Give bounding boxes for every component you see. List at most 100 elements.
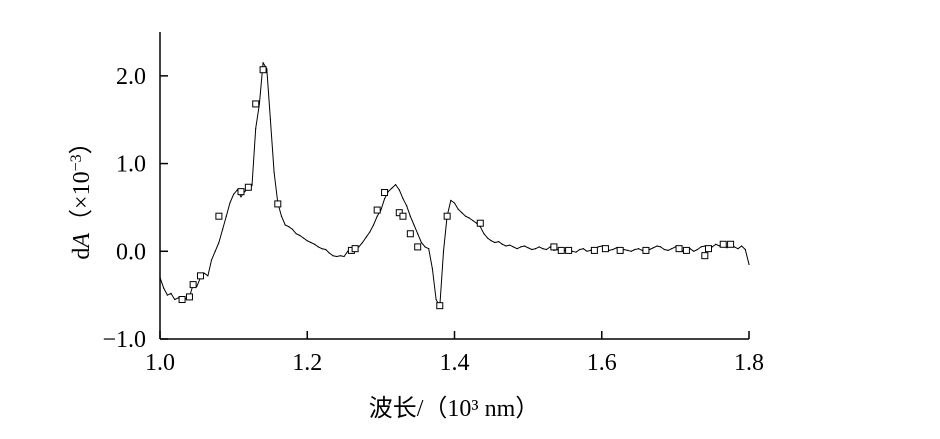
square-marker	[381, 189, 389, 197]
square-marker	[642, 246, 650, 254]
square-marker	[675, 245, 683, 253]
data-point	[542, 248, 544, 250]
data-point	[210, 259, 213, 261]
x-tick-label: 1.4	[440, 350, 470, 376]
data-point	[365, 236, 367, 238]
data-point	[372, 224, 375, 226]
data-point	[240, 196, 242, 198]
square-marker	[399, 212, 407, 220]
x-tick-label: 1.0	[145, 350, 175, 376]
data-point	[291, 228, 294, 230]
square-marker	[476, 219, 484, 227]
y-tick-label: −1.0	[102, 327, 146, 353]
square-marker	[705, 245, 713, 253]
data-point	[317, 246, 319, 248]
y-axis-title: dA（×10−3）	[68, 130, 96, 259]
data-point	[166, 294, 168, 296]
data-point	[332, 255, 334, 257]
data-point	[406, 205, 408, 207]
x-axis-title: 波长/（10³ nm）	[369, 395, 540, 422]
square-marker	[215, 212, 223, 220]
square-marker	[414, 243, 422, 251]
data-point	[325, 248, 327, 251]
data-point	[295, 233, 297, 235]
data-point	[527, 247, 529, 249]
square-marker	[395, 209, 403, 217]
data-point	[402, 198, 404, 200]
data-point	[579, 248, 581, 251]
data-point	[288, 226, 290, 228]
square-marker	[719, 240, 727, 248]
data-point	[626, 249, 629, 252]
data-point	[468, 217, 470, 219]
square-marker	[274, 200, 282, 208]
ticks-layer: 1.0 1.2 1.4 1.6 1.8 −1.0 0.0 1.0 2.0	[102, 64, 764, 376]
data-point	[516, 248, 518, 250]
data-point	[221, 228, 224, 230]
x-tick-label: 1.8	[734, 350, 764, 376]
data-point	[391, 187, 393, 189]
data-point	[520, 246, 522, 248]
data-point	[273, 171, 275, 173]
data-point	[383, 198, 386, 200]
y-axis-title-rest: （×10	[69, 171, 95, 233]
data-point	[435, 298, 437, 301]
square-marker	[351, 245, 359, 253]
data-point	[741, 245, 743, 247]
data-point	[545, 248, 548, 251]
data-point	[269, 119, 272, 121]
data-point	[306, 240, 308, 242]
data-point	[501, 243, 503, 245]
square-marker	[259, 66, 267, 74]
square-marker	[590, 246, 598, 254]
data-point	[457, 208, 459, 210]
data-point	[170, 292, 172, 294]
data-point	[395, 184, 397, 186]
data-point	[417, 233, 419, 235]
square-marker	[373, 206, 381, 214]
data-point	[715, 243, 717, 245]
square-marker	[196, 272, 204, 280]
data-point	[225, 215, 227, 217]
data-point	[748, 263, 750, 266]
square-marker	[682, 246, 690, 254]
square-marker	[727, 240, 735, 248]
data-point	[472, 219, 474, 222]
data-point	[207, 275, 209, 277]
data-point	[531, 248, 533, 251]
data-point	[464, 215, 467, 217]
data-point	[637, 248, 640, 250]
data-point	[424, 246, 426, 248]
data-point	[361, 241, 364, 244]
data-point	[700, 246, 702, 248]
square-marker	[178, 296, 186, 304]
square-marker	[406, 230, 414, 238]
data-point	[159, 277, 161, 279]
data-point	[174, 298, 176, 301]
x-tick-label: 1.6	[587, 350, 617, 376]
data-point	[696, 248, 699, 251]
data-point	[461, 212, 463, 214]
square-marker	[185, 293, 193, 301]
data-point	[339, 255, 341, 257]
data-point	[431, 268, 434, 270]
data-point	[336, 255, 338, 258]
data-point	[369, 231, 371, 233]
data-point	[667, 249, 669, 252]
data-point	[490, 240, 492, 242]
y-axis-title-close: ）	[69, 130, 95, 154]
y-axis-title-d: d	[69, 248, 95, 260]
data-point	[299, 234, 301, 237]
y-tick-label: 2.0	[116, 64, 146, 90]
data-point	[582, 248, 584, 250]
data-point	[321, 248, 323, 250]
data-point	[634, 248, 636, 251]
data-point	[630, 250, 632, 252]
data-point	[656, 245, 658, 247]
data-point	[163, 287, 165, 289]
data-point	[218, 241, 220, 244]
data-point	[398, 189, 400, 191]
data-point	[413, 224, 415, 226]
data-point	[586, 250, 588, 252]
data-point	[538, 246, 540, 248]
